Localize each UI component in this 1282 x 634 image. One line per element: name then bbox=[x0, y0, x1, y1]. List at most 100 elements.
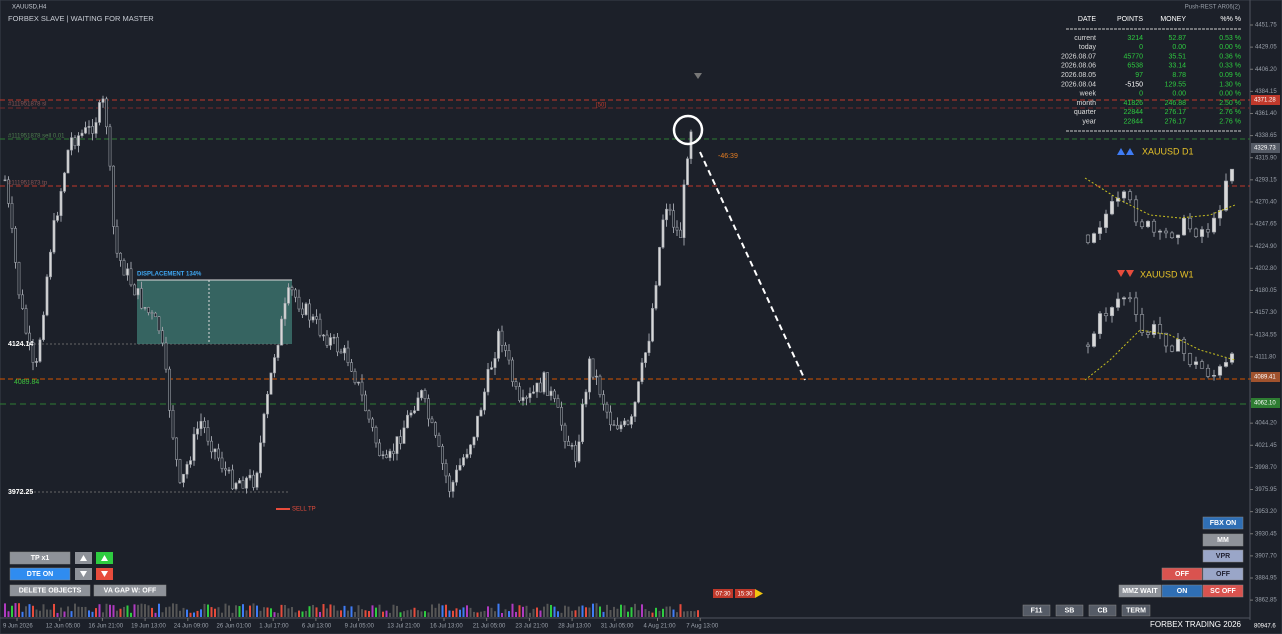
arrow-icon bbox=[101, 555, 108, 561]
volume-bar bbox=[361, 609, 363, 617]
volume-bar bbox=[322, 604, 325, 617]
button-bg[interactable] bbox=[1161, 584, 1203, 598]
candle-body bbox=[476, 415, 479, 438]
button-bg[interactable] bbox=[9, 567, 71, 581]
button-bg[interactable] bbox=[9, 551, 71, 565]
volume-bar bbox=[340, 610, 342, 617]
button[interactable]: OFF bbox=[1202, 567, 1244, 581]
button[interactable]: SC OFF bbox=[1202, 584, 1244, 598]
candle-body bbox=[560, 407, 563, 426]
candle-body bbox=[231, 469, 234, 490]
arrow bbox=[1126, 270, 1134, 277]
candle-body bbox=[1151, 324, 1157, 335]
candle-body bbox=[35, 361, 38, 363]
button-label[interactable]: VA GAP W: OFF bbox=[104, 587, 157, 594]
button-label[interactable]: ON bbox=[1177, 588, 1188, 595]
button[interactable]: ON bbox=[1161, 584, 1203, 598]
button-bg[interactable] bbox=[1202, 549, 1244, 563]
volume-bar bbox=[207, 604, 209, 617]
button-label[interactable]: SB bbox=[1065, 607, 1075, 614]
button-bg[interactable] bbox=[1202, 567, 1244, 581]
candle-body bbox=[98, 102, 101, 123]
stats-cell: 0.00 bbox=[1172, 91, 1186, 98]
candle-body bbox=[294, 289, 297, 298]
button-label[interactable]: TERM bbox=[1126, 607, 1146, 614]
volume-bar bbox=[595, 603, 598, 617]
button-bg[interactable] bbox=[1118, 584, 1162, 598]
button[interactable]: VPR bbox=[1202, 549, 1244, 563]
button-bg[interactable] bbox=[1202, 584, 1244, 598]
button-label[interactable]: TP x1 bbox=[31, 555, 50, 562]
button-label[interactable]: OFF bbox=[1175, 571, 1190, 578]
volume-bar bbox=[123, 606, 125, 617]
candle-body bbox=[423, 390, 427, 399]
volume-bar bbox=[158, 603, 160, 617]
button[interactable]: DTE ON bbox=[9, 567, 71, 581]
candle-body bbox=[91, 126, 94, 134]
button[interactable]: TP x1 bbox=[9, 551, 71, 565]
candle-body bbox=[129, 268, 133, 286]
candle-body bbox=[1151, 220, 1157, 233]
stats-cell: current bbox=[1074, 35, 1096, 42]
button[interactable]: DELETE OBJECTS bbox=[9, 584, 91, 597]
volume-bar bbox=[602, 611, 605, 617]
button-label[interactable]: MMZ WAIT bbox=[1122, 588, 1158, 595]
candle-body bbox=[182, 473, 185, 483]
stats-cell: 0.00 % bbox=[1219, 91, 1241, 98]
button[interactable]: OFF bbox=[1161, 567, 1203, 581]
button-label[interactable]: OFF bbox=[1216, 571, 1231, 578]
button[interactable]: CB bbox=[1088, 604, 1117, 617]
volume-bar bbox=[641, 604, 643, 617]
button-bg[interactable] bbox=[93, 584, 167, 597]
order-label: #111951878 sell 0.01 bbox=[8, 134, 65, 140]
volume-bar bbox=[448, 610, 451, 617]
button-bg[interactable] bbox=[1022, 604, 1051, 617]
button-label[interactable]: DTE ON bbox=[27, 571, 53, 578]
candle-body bbox=[122, 260, 126, 276]
candle-body bbox=[241, 480, 245, 489]
candle-body bbox=[406, 414, 409, 429]
candle-body bbox=[273, 357, 276, 374]
volume-bar bbox=[630, 607, 633, 617]
stats-cell: 0.53 % bbox=[1219, 35, 1241, 42]
button[interactable]: MM bbox=[1202, 533, 1244, 547]
candle-body bbox=[1229, 353, 1235, 363]
volume-bar bbox=[49, 609, 52, 617]
candle-body bbox=[1187, 217, 1193, 230]
candle-body bbox=[336, 336, 339, 353]
button-bg[interactable] bbox=[1088, 604, 1117, 617]
button[interactable]: TERM bbox=[1121, 604, 1151, 617]
button-label[interactable]: VPR bbox=[1216, 553, 1230, 560]
price-label: 4406.20 bbox=[1255, 67, 1277, 73]
candle-body bbox=[262, 413, 266, 444]
button-label[interactable]: F11 bbox=[1031, 607, 1043, 614]
button-label[interactable]: SC OFF bbox=[1210, 588, 1236, 595]
button-bg[interactable] bbox=[1202, 516, 1244, 530]
button-bg[interactable] bbox=[1121, 604, 1151, 617]
candle-body bbox=[549, 390, 553, 396]
arrow-icon bbox=[101, 571, 108, 577]
button[interactable]: FBX ON bbox=[1202, 516, 1244, 530]
button-label[interactable]: DELETE OBJECTS bbox=[19, 587, 82, 594]
button-bg[interactable] bbox=[1161, 567, 1203, 581]
button[interactable]: VA GAP W: OFF bbox=[93, 584, 167, 597]
candle-body bbox=[668, 208, 672, 212]
candle-body bbox=[535, 382, 539, 393]
button[interactable]: F11 bbox=[1022, 604, 1051, 617]
stats-cell: 2.50 % bbox=[1219, 100, 1241, 107]
button-bg[interactable] bbox=[9, 584, 91, 597]
volume-bar bbox=[658, 610, 661, 617]
button[interactable]: MMZ WAIT bbox=[1118, 584, 1162, 598]
button-label[interactable]: MM bbox=[1217, 537, 1229, 544]
button-bg[interactable] bbox=[1055, 604, 1084, 617]
candle-body bbox=[357, 381, 360, 384]
button-label[interactable]: CB bbox=[1097, 607, 1107, 614]
time-label: 28 Jul 13:00 bbox=[558, 624, 591, 630]
button-label[interactable]: FBX ON bbox=[1210, 520, 1236, 527]
button[interactable]: SB bbox=[1055, 604, 1084, 617]
volume-bar bbox=[532, 608, 535, 617]
candle-body bbox=[1097, 313, 1103, 335]
button-bg[interactable] bbox=[1202, 533, 1244, 547]
volume-bar bbox=[693, 611, 696, 617]
candle-body bbox=[280, 318, 283, 346]
